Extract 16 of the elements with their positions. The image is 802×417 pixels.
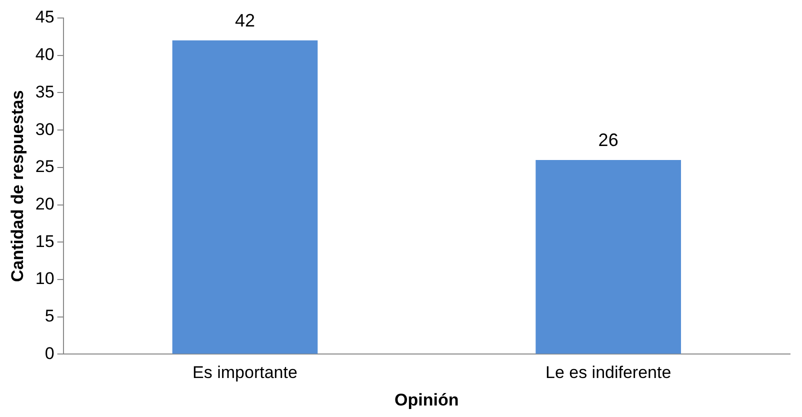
- y-tick-label: 45: [35, 8, 54, 27]
- y-tick-label: 25: [35, 157, 54, 176]
- y-tick-label: 5: [44, 306, 54, 326]
- y-tick-label: 35: [35, 82, 54, 102]
- y-tick-label: 10: [35, 269, 54, 288]
- y-tick-label: 40: [35, 45, 54, 64]
- data-label: 42: [234, 10, 255, 30]
- y-tick-label: 15: [35, 232, 54, 251]
- y-tick-label: 0: [44, 344, 54, 363]
- x-axis-title: Opinión: [394, 390, 459, 410]
- data-label: 26: [598, 130, 618, 150]
- y-tick-label: 30: [35, 120, 54, 139]
- x-tick-label: Es importante: [192, 363, 298, 382]
- x-tick-label: Le es indiferente: [545, 363, 672, 382]
- y-tick-label: 20: [35, 194, 54, 214]
- y-axis-title: Cantidad de respuestas: [8, 90, 27, 282]
